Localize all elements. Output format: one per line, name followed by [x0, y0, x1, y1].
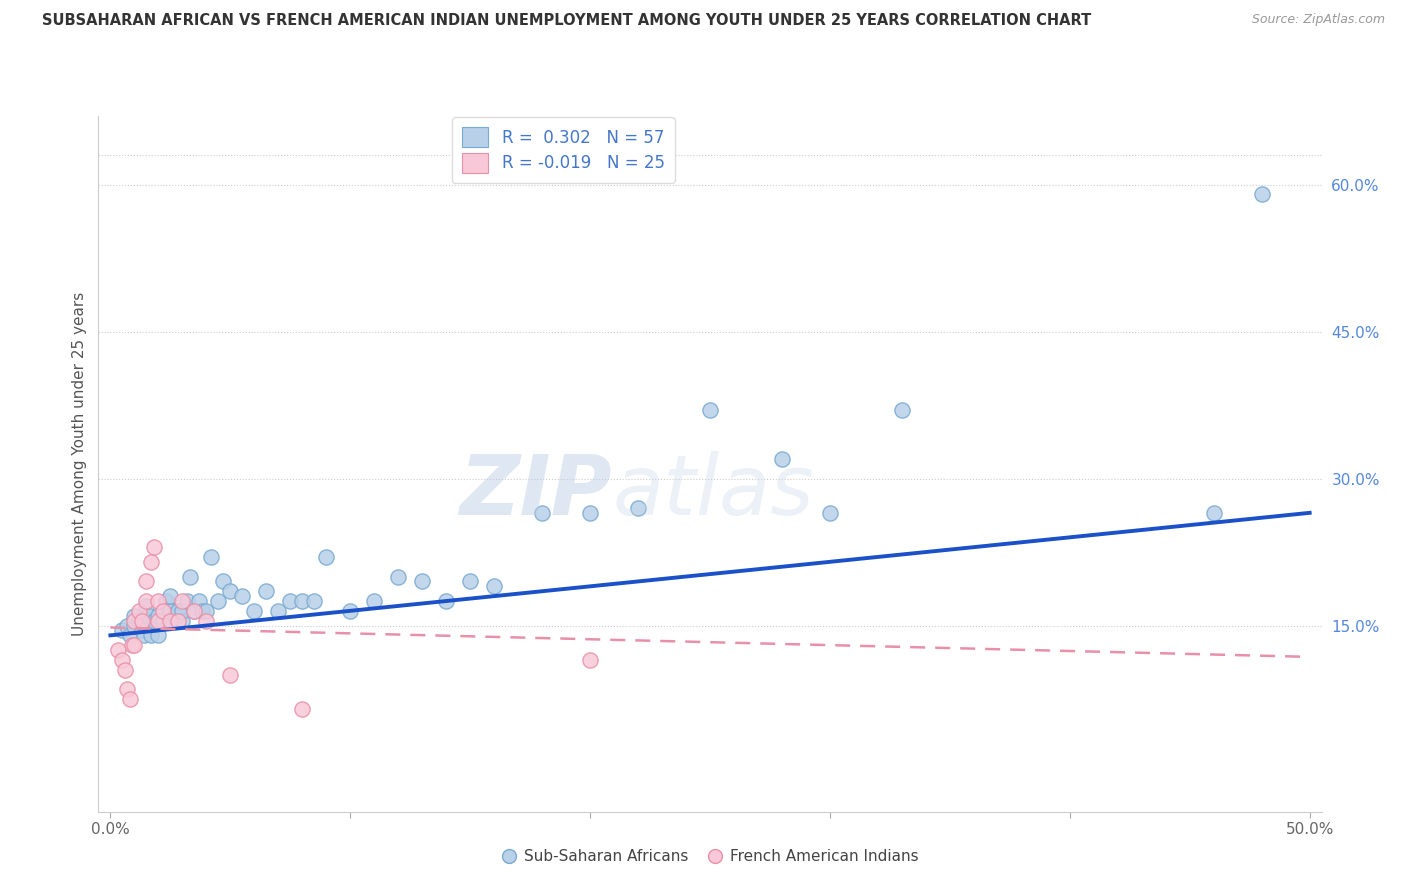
Point — [148, 608, 170, 623]
Point — [111, 624, 134, 638]
Point — [291, 702, 314, 716]
Point — [183, 604, 205, 618]
Point — [166, 604, 188, 618]
Point — [141, 628, 163, 642]
Point — [124, 618, 146, 632]
Point — [148, 614, 170, 628]
Point — [482, 579, 505, 593]
Point — [135, 614, 157, 628]
Point — [148, 594, 170, 608]
Point — [148, 628, 170, 642]
Point — [132, 628, 155, 642]
Point — [172, 594, 194, 608]
Point — [159, 614, 181, 628]
Point — [142, 614, 165, 628]
Point — [176, 594, 198, 608]
Point — [115, 682, 138, 697]
Point — [142, 540, 165, 554]
Point — [770, 452, 793, 467]
Text: SUBSAHARAN AFRICAN VS FRENCH AMERICAN INDIAN UNEMPLOYMENT AMONG YOUTH UNDER 25 Y: SUBSAHARAN AFRICAN VS FRENCH AMERICAN IN… — [42, 13, 1091, 29]
Point — [188, 594, 211, 608]
Point — [152, 604, 174, 618]
Point — [107, 643, 129, 657]
Point — [183, 604, 205, 618]
Point — [159, 589, 181, 603]
Point — [121, 638, 143, 652]
Point — [131, 624, 153, 638]
Point — [111, 653, 134, 667]
Point — [128, 604, 150, 618]
Point — [190, 604, 212, 618]
Point — [166, 614, 188, 628]
Point — [243, 604, 266, 618]
Point — [411, 574, 433, 589]
Point — [231, 589, 253, 603]
Point — [141, 555, 163, 569]
Point — [363, 594, 385, 608]
Point — [152, 614, 174, 628]
Point — [195, 604, 218, 618]
Point — [165, 608, 187, 623]
Point — [699, 403, 721, 417]
Point — [890, 403, 912, 417]
Point — [458, 574, 481, 589]
Point — [1250, 187, 1272, 202]
Point — [219, 584, 242, 599]
Point — [131, 614, 153, 628]
Y-axis label: Unemployment Among Youth under 25 years: Unemployment Among Youth under 25 years — [72, 292, 87, 636]
Text: ZIP: ZIP — [460, 451, 612, 533]
Point — [579, 653, 602, 667]
Point — [159, 604, 181, 618]
Point — [818, 506, 841, 520]
Point — [135, 594, 157, 608]
Point — [434, 594, 457, 608]
Point — [115, 618, 138, 632]
Point — [200, 549, 222, 564]
Point — [179, 569, 201, 583]
Point — [315, 549, 337, 564]
Point — [1202, 506, 1225, 520]
Point — [387, 569, 409, 583]
Point — [531, 506, 554, 520]
Point — [124, 638, 146, 652]
Point — [118, 628, 141, 642]
Text: Source: ZipAtlas.com: Source: ZipAtlas.com — [1251, 13, 1385, 27]
Point — [128, 614, 150, 628]
Point — [135, 574, 157, 589]
Point — [219, 667, 242, 681]
Point — [291, 594, 314, 608]
Point — [172, 604, 194, 618]
Text: atlas: atlas — [612, 451, 814, 533]
Point — [339, 604, 361, 618]
Point — [124, 608, 146, 623]
Point — [138, 608, 160, 623]
Point — [172, 614, 194, 628]
Point — [267, 604, 290, 618]
Point — [118, 692, 141, 706]
Point — [254, 584, 277, 599]
Point — [304, 594, 326, 608]
Point — [135, 599, 157, 613]
Point — [579, 506, 602, 520]
Point — [212, 574, 235, 589]
Legend: Sub-Saharan Africans, French American Indians: Sub-Saharan Africans, French American In… — [495, 843, 925, 871]
Point — [627, 500, 650, 515]
Point — [124, 614, 146, 628]
Point — [278, 594, 301, 608]
Point — [207, 594, 229, 608]
Point — [114, 663, 136, 677]
Point — [195, 614, 218, 628]
Point — [155, 594, 177, 608]
